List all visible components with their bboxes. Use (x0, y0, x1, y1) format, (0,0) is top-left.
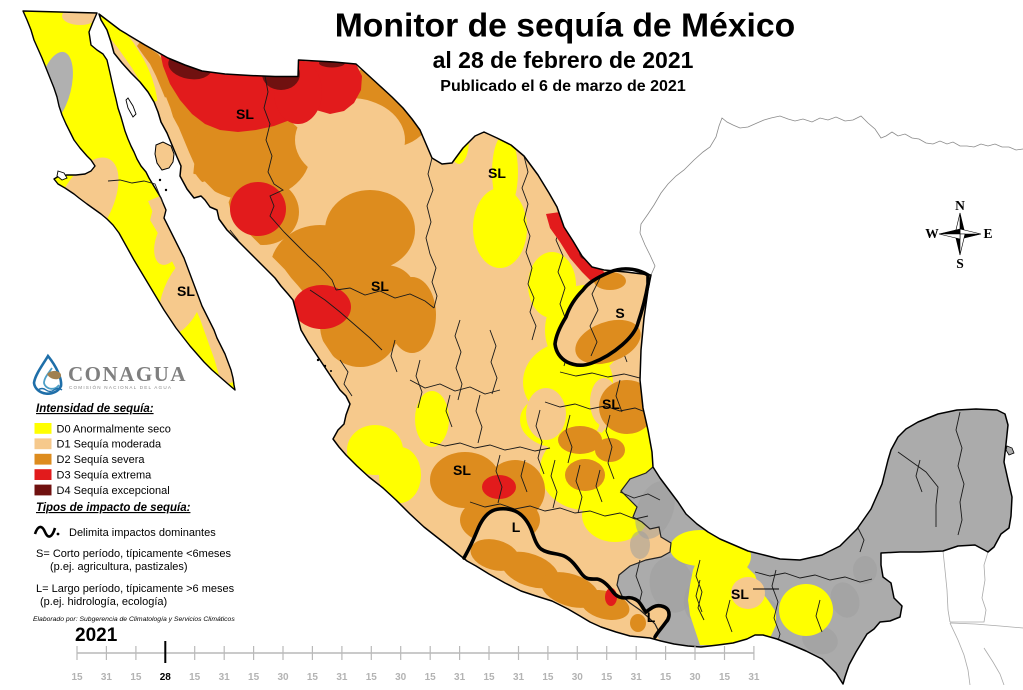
svg-text:31: 31 (631, 672, 643, 683)
svg-text:15: 15 (660, 672, 672, 683)
svg-text:L: L (647, 609, 656, 625)
svg-text:D4 Sequía excepcional: D4 Sequía excepcional (57, 485, 170, 497)
svg-text:15: 15 (425, 672, 437, 683)
svg-text:W: W (925, 226, 939, 241)
svg-text:L: L (512, 519, 521, 535)
svg-text:15: 15 (719, 672, 731, 683)
svg-text:31: 31 (513, 672, 525, 683)
svg-text:N: N (955, 198, 965, 213)
svg-text:(p.ej. hidrología, ecología): (p.ej. hidrología, ecología) (40, 596, 167, 608)
svg-text:2021: 2021 (75, 625, 118, 646)
svg-text:15: 15 (71, 672, 83, 683)
svg-text:15: 15 (366, 672, 378, 683)
svg-text:COMISIÓN NACIONAL DEL AGUA: COMISIÓN NACIONAL DEL AGUA (69, 384, 172, 390)
svg-text:Monitor de sequía de México: Monitor de sequía de México (335, 7, 795, 45)
svg-text:Elaborado por: Subgerencia de: Elaborado por: Subgerencia de Climatolog… (33, 616, 235, 623)
svg-text:D1 Sequía moderada: D1 Sequía moderada (57, 439, 162, 451)
svg-text:Publicado el 6 de marzo de 202: Publicado el 6 de marzo de 2021 (440, 78, 686, 95)
svg-text:E: E (983, 226, 992, 241)
svg-text:30: 30 (572, 672, 584, 683)
svg-text:15: 15 (307, 672, 319, 683)
svg-text:D0 Anormalmente seco: D0 Anormalmente seco (57, 423, 171, 435)
svg-text:S= Corto período, típicamente: S= Corto período, típicamente <6meses (36, 548, 232, 560)
svg-text:Intensidad de sequía:: Intensidad de sequía: (36, 403, 154, 415)
svg-text:15: 15 (601, 672, 613, 683)
svg-text:30: 30 (277, 672, 289, 683)
svg-text:CONAGUA: CONAGUA (68, 362, 187, 386)
svg-text:SL: SL (453, 462, 471, 478)
svg-text:31: 31 (219, 672, 231, 683)
svg-text:Delimita impactos dominantes: Delimita impactos dominantes (69, 527, 216, 539)
svg-text:31: 31 (748, 672, 760, 683)
svg-text:31: 31 (336, 672, 348, 683)
svg-text:D3 Sequía extrema: D3 Sequía extrema (57, 470, 153, 482)
svg-text:SL: SL (488, 165, 506, 181)
svg-text:30: 30 (395, 672, 407, 683)
svg-text:15: 15 (248, 672, 260, 683)
svg-text:al 28 de febrero de 2021: al 28 de febrero de 2021 (433, 47, 694, 73)
svg-text:(p.ej. agricultura, pastizales: (p.ej. agricultura, pastizales) (50, 561, 188, 573)
svg-text:28: 28 (160, 672, 172, 683)
svg-text:SL: SL (236, 106, 254, 122)
svg-text:L= Largo período, típicamente: L= Largo período, típicamente >6 meses (36, 583, 235, 595)
svg-text:SL: SL (177, 283, 195, 299)
svg-text:SL: SL (731, 586, 749, 602)
svg-text:SL: SL (371, 278, 389, 294)
svg-text:S: S (615, 305, 624, 321)
svg-text:31: 31 (101, 672, 113, 683)
svg-text:15: 15 (130, 672, 142, 683)
svg-text:15: 15 (483, 672, 495, 683)
svg-text:15: 15 (542, 672, 554, 683)
svg-text:31: 31 (454, 672, 466, 683)
svg-text:D2 Sequía severa: D2 Sequía severa (57, 454, 146, 466)
svg-text:Tipos de impacto de sequía:: Tipos de impacto de sequía: (36, 502, 191, 514)
svg-text:SL: SL (602, 396, 620, 412)
svg-text:30: 30 (689, 672, 701, 683)
svg-text:S: S (956, 256, 964, 271)
svg-text:15: 15 (189, 672, 201, 683)
